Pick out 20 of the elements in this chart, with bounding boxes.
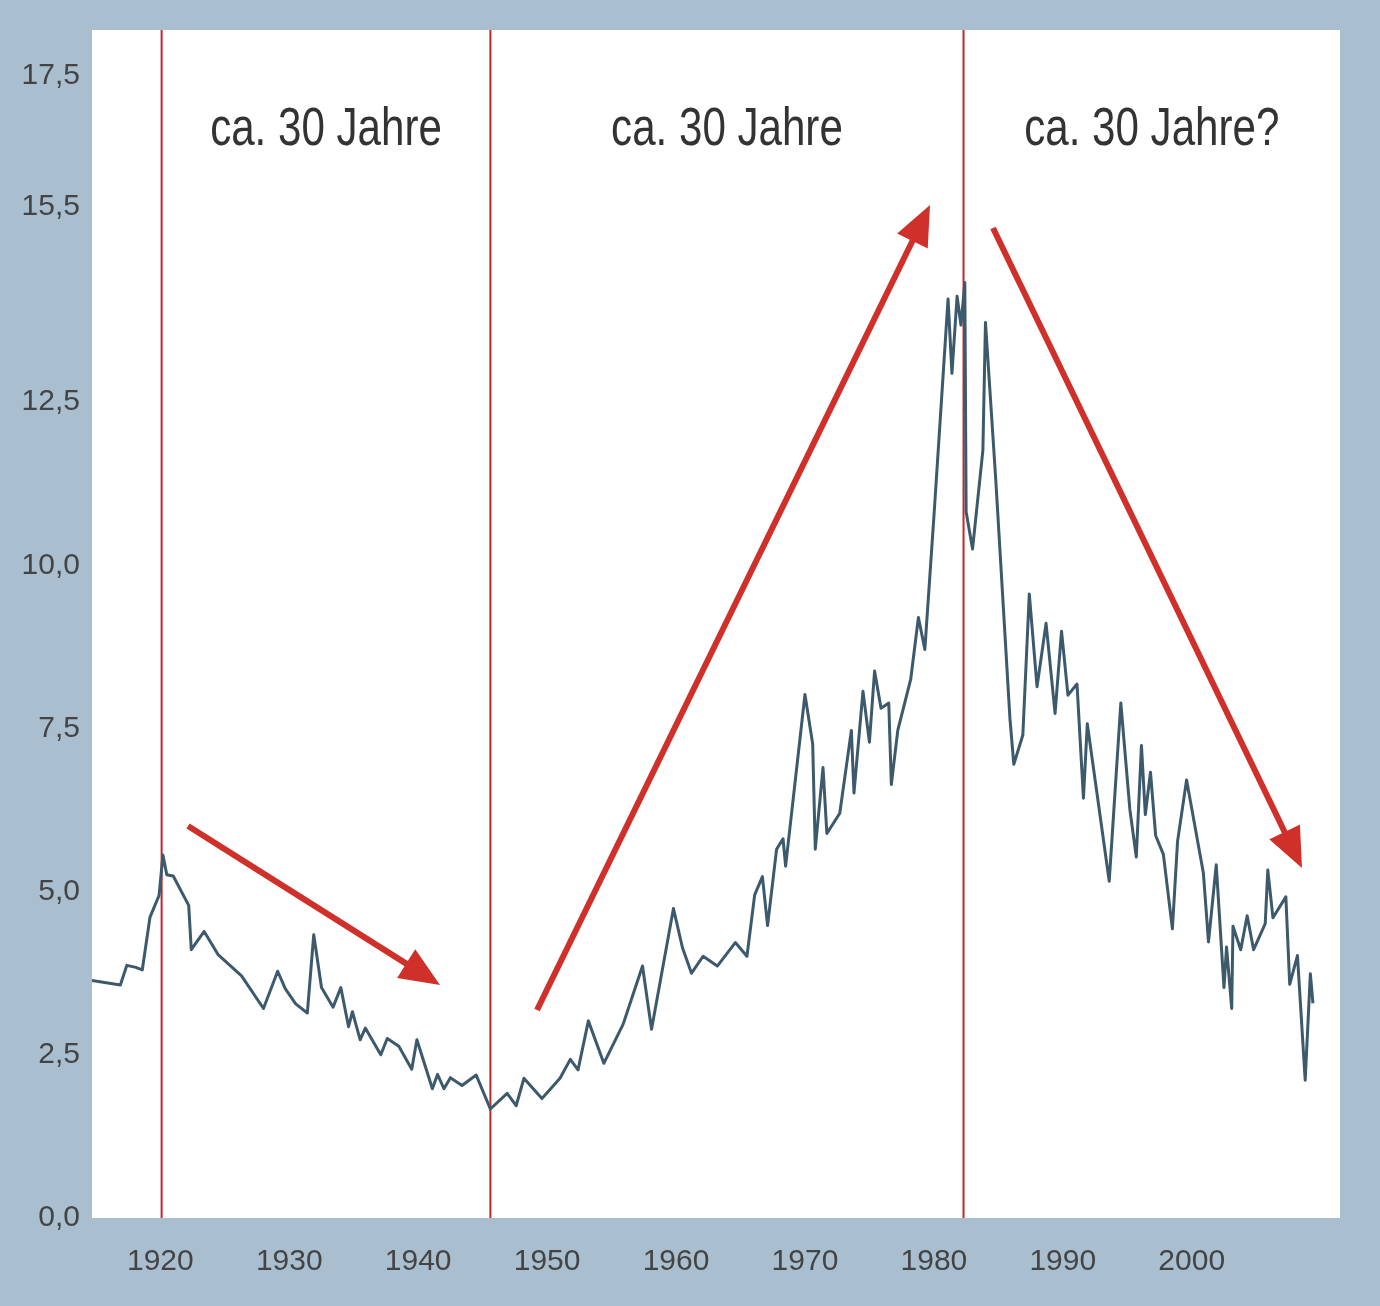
x-tick-label: 1950 <box>513 1243 581 1277</box>
y-tick-label: 10,0 <box>21 546 80 580</box>
y-tick-label: 15,5 <box>21 187 80 221</box>
annotation: ca. 30 Jahre <box>210 95 442 157</box>
y-tick-label: 12,5 <box>21 383 80 417</box>
y-tick-label: 7,5 <box>38 709 80 743</box>
x-tick-label: 1930 <box>255 1243 323 1277</box>
y-tick-label: 17,5 <box>21 56 80 90</box>
x-tick-label: 1960 <box>642 1243 710 1277</box>
annotation: ca. 30 Jahre? <box>1024 95 1280 157</box>
x-tick-label: 1940 <box>384 1243 452 1277</box>
x-tick-label: 1920 <box>126 1243 194 1277</box>
x-tick-label: 1980 <box>900 1243 968 1277</box>
y-tick-label: 0,0 <box>38 1199 80 1233</box>
x-tick-label: 1970 <box>771 1243 839 1277</box>
annotation: ca. 30 Jahre <box>611 95 843 157</box>
y-tick-label: 5,0 <box>38 872 80 906</box>
x-tick-label: 2000 <box>1158 1243 1226 1277</box>
x-tick-label: 1990 <box>1029 1243 1097 1277</box>
y-tick-label: 2,5 <box>38 1036 80 1070</box>
